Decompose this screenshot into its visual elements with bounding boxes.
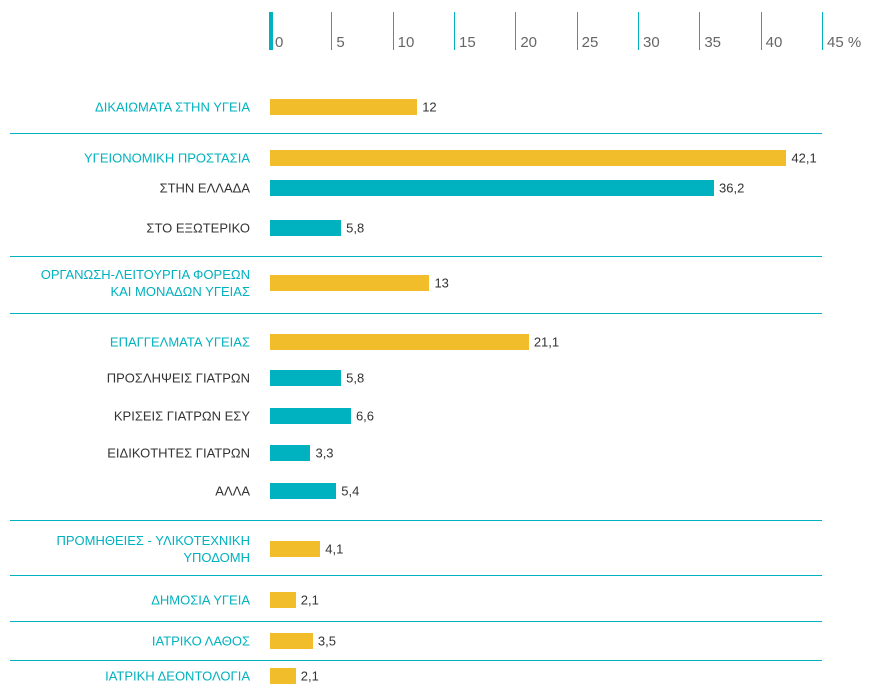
category-label: ΠΡΟΜΗΘΕΙΕΣ - ΥΛΙΚΟΤΕΧΝΙΚΗ ΥΠΟΔΟΜΗ bbox=[56, 533, 250, 565]
value-label: 3,3 bbox=[315, 445, 334, 461]
separator bbox=[10, 256, 822, 257]
separator bbox=[10, 133, 822, 134]
separator bbox=[10, 621, 822, 622]
category-label: ΠΡΟΣΛΗΨΕΙΣ ΓΙΑΤΡΩΝ bbox=[106, 370, 250, 386]
category-label: ΕΙΔΙΚΟΤΗΤΕΣ ΓΙΑΤΡΩΝ bbox=[107, 445, 250, 461]
value-label: 12 bbox=[422, 99, 437, 115]
bar bbox=[270, 99, 418, 115]
category-label: ΥΓΕΙΟΝΟΜΙΚΗ ΠΡΟΣΤΑΣΙΑ bbox=[83, 150, 250, 166]
value-label: 36,2 bbox=[719, 180, 745, 196]
value-label: 2,1 bbox=[300, 592, 319, 608]
category-label: ΑΛΛΑ bbox=[215, 483, 250, 499]
bar bbox=[270, 633, 313, 649]
tick-mark bbox=[515, 12, 517, 50]
bar bbox=[270, 408, 351, 424]
category-label: ΕΠΑΓΓΕΛΜΑΤΑ ΥΓΕΙΑΣ bbox=[109, 334, 250, 350]
x-tick-label: 35 bbox=[704, 34, 722, 51]
x-tick-label: 30 bbox=[643, 34, 660, 51]
bar bbox=[270, 445, 311, 461]
value-label: 13 bbox=[434, 275, 449, 291]
bar bbox=[270, 275, 430, 291]
value-label: 5,8 bbox=[346, 220, 365, 236]
tick-mark bbox=[760, 12, 762, 50]
tick-mark bbox=[638, 12, 639, 50]
separator bbox=[10, 313, 822, 314]
tick-mark bbox=[699, 12, 701, 50]
tick-mark bbox=[392, 12, 394, 50]
x-tick-label: 25 bbox=[581, 34, 599, 51]
bar bbox=[270, 220, 342, 236]
separator bbox=[10, 575, 822, 576]
tick-mark bbox=[576, 12, 578, 50]
value-label: 2,1 bbox=[300, 668, 319, 684]
value-label: 21,1 bbox=[533, 334, 560, 350]
x-tick-label: 0 bbox=[275, 34, 284, 51]
category-label: ΣΤΟ ΕΞΩΤΕΡΙΚΟ bbox=[146, 220, 250, 236]
bar bbox=[270, 150, 787, 166]
category-label: ΙΑΤΡΙΚΗ ΔΕΟΝΤΟΛΟΓΙΑ bbox=[105, 668, 250, 684]
tick-mark bbox=[454, 12, 455, 50]
category-label: ΙΑΤΡΙΚΟ ΛΑΘΟΣ bbox=[151, 633, 250, 649]
x-tick-label: 20 bbox=[520, 34, 538, 51]
x-tick-label: 5 bbox=[336, 34, 345, 51]
value-label: 5,8 bbox=[346, 370, 365, 386]
value-label: 3,5 bbox=[317, 633, 336, 649]
bar bbox=[270, 592, 296, 608]
bar bbox=[270, 180, 715, 196]
x-tick-label: 45 % bbox=[827, 34, 862, 51]
category-label: ΚΡΙΣΕΙΣ ΓΙΑΤΡΩΝ ΕΣΥ bbox=[113, 408, 250, 424]
value-label: 42,1 bbox=[791, 150, 817, 166]
x-tick-label: 40 bbox=[765, 34, 783, 51]
bar bbox=[270, 668, 296, 684]
category-label: ΣΤΗΝ ΕΛΛΑΔΑ bbox=[159, 180, 250, 196]
x-tick-label: 15 bbox=[459, 34, 476, 51]
x-tick-label: 10 bbox=[397, 34, 415, 51]
bar bbox=[270, 483, 337, 499]
bar bbox=[270, 541, 321, 557]
category-label: ΟΡΓΑΝΩΣΗ-ΛΕΙΤΟΥΡΓΙΑ ΦΟΡΕΩΝ ΚΑΙ ΜΟΝΑΔΩΝ Υ… bbox=[40, 267, 250, 299]
bar bbox=[270, 370, 342, 386]
category-label: ΔΗΜΟΣΙΑ ΥΓΕΙΑ bbox=[151, 592, 250, 608]
separator bbox=[10, 520, 822, 521]
value-label: 4,1 bbox=[325, 541, 344, 557]
bar bbox=[270, 334, 529, 350]
tick-mark bbox=[269, 12, 273, 50]
tick-mark bbox=[331, 12, 333, 50]
value-label: 5,4 bbox=[341, 483, 360, 499]
value-label: 6,6 bbox=[355, 408, 375, 424]
category-label: ΔΙΚΑΙΩΜΑΤΑ ΣΤΗΝ ΥΓΕΙΑ bbox=[95, 99, 250, 115]
tick-mark bbox=[822, 12, 823, 50]
separator bbox=[10, 660, 822, 661]
